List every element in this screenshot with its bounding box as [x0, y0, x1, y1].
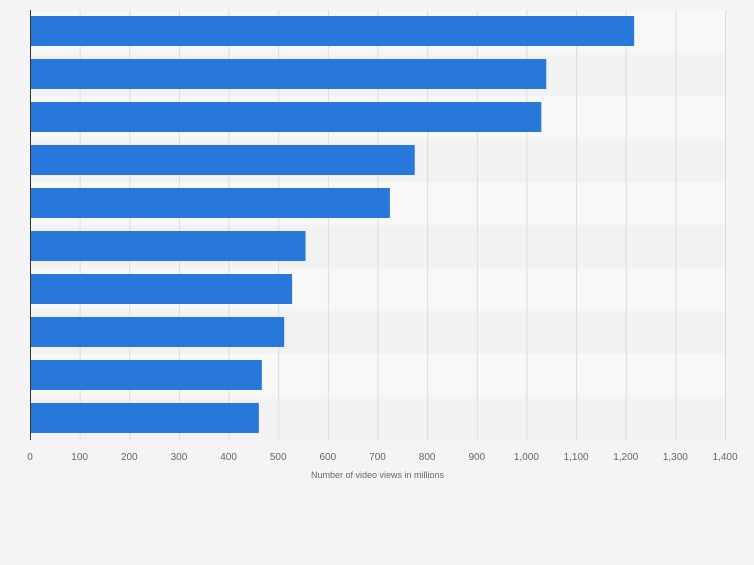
- bar[interactable]: [30, 274, 293, 304]
- bar[interactable]: [30, 231, 306, 261]
- x-axis-label: Number of video views in millions: [311, 470, 445, 480]
- bar[interactable]: [30, 403, 259, 433]
- x-tick-label: 0: [27, 452, 33, 463]
- x-tick-label: 1,300: [663, 452, 688, 463]
- bar[interactable]: [30, 145, 415, 175]
- bar[interactable]: [30, 317, 285, 347]
- bar[interactable]: [30, 59, 547, 89]
- x-tick-label: 1,400: [712, 452, 737, 463]
- x-tick-label: 1,100: [564, 452, 589, 463]
- x-axis-ticks: 0 100 200 300 400 500 600 700 800 900 1,000 1,100 1,…: [27, 452, 738, 463]
- x-tick-label: 100: [71, 452, 88, 463]
- x-tick-label: 900: [468, 452, 485, 463]
- x-tick-label: 1,200: [613, 452, 638, 463]
- bar[interactable]: [30, 102, 542, 132]
- x-tick-label: 600: [320, 452, 337, 463]
- bars: [30, 16, 635, 433]
- x-tick-label: 700: [369, 452, 386, 463]
- bar[interactable]: [30, 188, 390, 218]
- x-tick-label: 200: [121, 452, 138, 463]
- bar[interactable]: [30, 16, 635, 46]
- x-tick-label: 500: [270, 452, 287, 463]
- x-tick-label: 300: [171, 452, 188, 463]
- x-tick-label: 1,000: [514, 452, 539, 463]
- x-tick-label: 400: [220, 452, 237, 463]
- bar[interactable]: [30, 360, 262, 390]
- x-tick-label: 800: [419, 452, 436, 463]
